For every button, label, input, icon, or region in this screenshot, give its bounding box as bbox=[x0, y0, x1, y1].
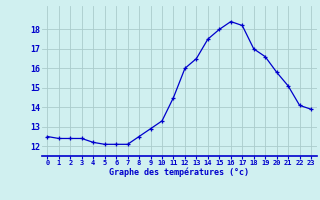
X-axis label: Graphe des températures (°c): Graphe des températures (°c) bbox=[109, 168, 249, 177]
